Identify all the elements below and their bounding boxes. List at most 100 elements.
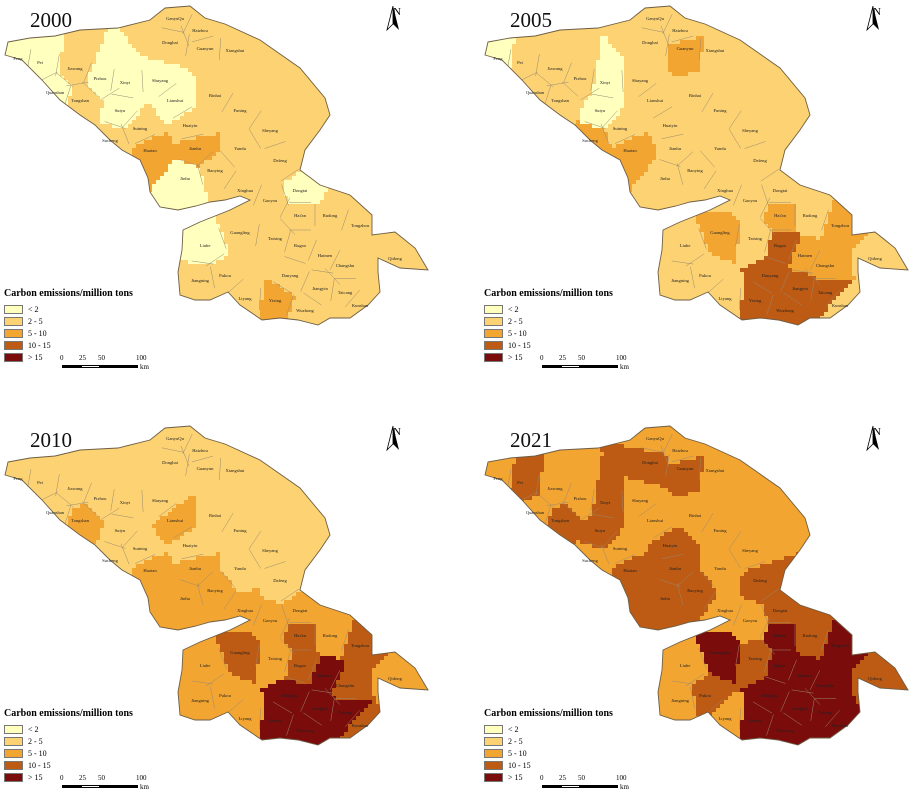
- district-cell: [148, 32, 152, 36]
- district-cell: [308, 148, 312, 152]
- district-cell: [416, 148, 420, 152]
- district-cell: [332, 84, 336, 88]
- district-cell: [32, 76, 36, 80]
- district-cell: [292, 0, 296, 4]
- district-cell: [92, 108, 96, 112]
- district-cell: [12, 116, 16, 120]
- district-cell: [368, 68, 372, 72]
- district-cell: [432, 176, 436, 180]
- district-cell: [412, 48, 416, 52]
- district-cell: [88, 124, 92, 128]
- district-cell: [88, 160, 92, 164]
- district-cell: [136, 4, 140, 8]
- district-cell: [268, 32, 272, 36]
- district-cell: [296, 112, 300, 116]
- district-cell: [36, 120, 40, 124]
- district-cell: [352, 132, 356, 136]
- district-cell: [392, 136, 396, 140]
- district-cell: [384, 168, 388, 172]
- district-cell: [28, 80, 32, 84]
- district-cell: [84, 0, 88, 4]
- district-cell: [232, 124, 236, 128]
- district-cell: [100, 180, 104, 184]
- district-cell: [268, 52, 272, 56]
- district-cell: [364, 40, 368, 44]
- district-cell: [132, 180, 136, 184]
- district-cell: [296, 108, 300, 112]
- district-cell: [392, 52, 396, 56]
- district-cell: [232, 120, 236, 124]
- district-cell: [136, 160, 140, 164]
- district-cell: [432, 100, 436, 104]
- district-cell: [304, 4, 308, 8]
- district-cell: [312, 56, 316, 60]
- district-cell: [204, 4, 208, 8]
- district-cell: [40, 84, 44, 88]
- district-cell: [280, 108, 284, 112]
- district-cell: [76, 40, 80, 44]
- district-cell: [272, 20, 276, 24]
- district-cell: [112, 0, 116, 4]
- district-cell: [228, 0, 232, 4]
- district-cell: [16, 44, 20, 48]
- district-cell: [16, 172, 20, 176]
- district-cell: [408, 44, 412, 48]
- district-cell: [288, 24, 292, 28]
- district-cell: [148, 24, 152, 28]
- district-cell: [168, 156, 172, 160]
- district-cell: [72, 160, 76, 164]
- district-cell: [180, 48, 184, 52]
- district-cell: [432, 108, 436, 112]
- district-cell: [204, 128, 208, 132]
- district-cell: [28, 160, 32, 164]
- district-cell: [152, 120, 156, 124]
- district-cell: [256, 96, 260, 100]
- district-cell: [104, 84, 108, 88]
- district-cell: [12, 176, 16, 180]
- district-cell: [108, 128, 112, 132]
- district-cell: [220, 160, 224, 164]
- district-cell: [128, 88, 132, 92]
- district-cell: [212, 36, 216, 40]
- district-cell: [76, 152, 80, 156]
- district-cell: [148, 68, 152, 72]
- district-cell: [188, 72, 192, 76]
- district-cell: [212, 152, 216, 156]
- district-cell: [156, 108, 160, 112]
- district-cell: [416, 132, 420, 136]
- district-cell: [136, 112, 140, 116]
- district-cell: [96, 64, 100, 68]
- district-cell: [32, 128, 36, 132]
- district-cell: [432, 156, 436, 160]
- district-cell: [272, 76, 276, 80]
- district-cell: [4, 20, 8, 24]
- district-cell: [404, 20, 408, 24]
- district-cell: [44, 0, 48, 4]
- district-cell: [416, 128, 420, 132]
- district-cell: [376, 84, 380, 88]
- district-cell: [384, 40, 388, 44]
- district-cell: [112, 116, 116, 120]
- district-cell: [8, 124, 12, 128]
- district-cell: [196, 116, 200, 120]
- district-cell: [208, 32, 212, 36]
- district-cell: [300, 0, 304, 4]
- district-cell: [248, 128, 252, 132]
- district-cell: [68, 56, 72, 60]
- district-cell: [336, 52, 340, 56]
- district-cell: [64, 0, 68, 4]
- district-cell: [132, 92, 136, 96]
- district-cell: [224, 124, 228, 128]
- district-cell: [16, 24, 20, 28]
- district-cell: [364, 164, 368, 168]
- district-cell: [380, 132, 384, 136]
- district-cell: [4, 84, 8, 88]
- district-cell: [140, 80, 144, 84]
- district-cell: [72, 140, 76, 144]
- district-cell: [304, 40, 308, 44]
- district-cell: [348, 16, 352, 20]
- district-cell: [124, 156, 128, 160]
- district-cell: [216, 140, 220, 144]
- district-cell: [112, 32, 116, 36]
- district-cell: [116, 44, 120, 48]
